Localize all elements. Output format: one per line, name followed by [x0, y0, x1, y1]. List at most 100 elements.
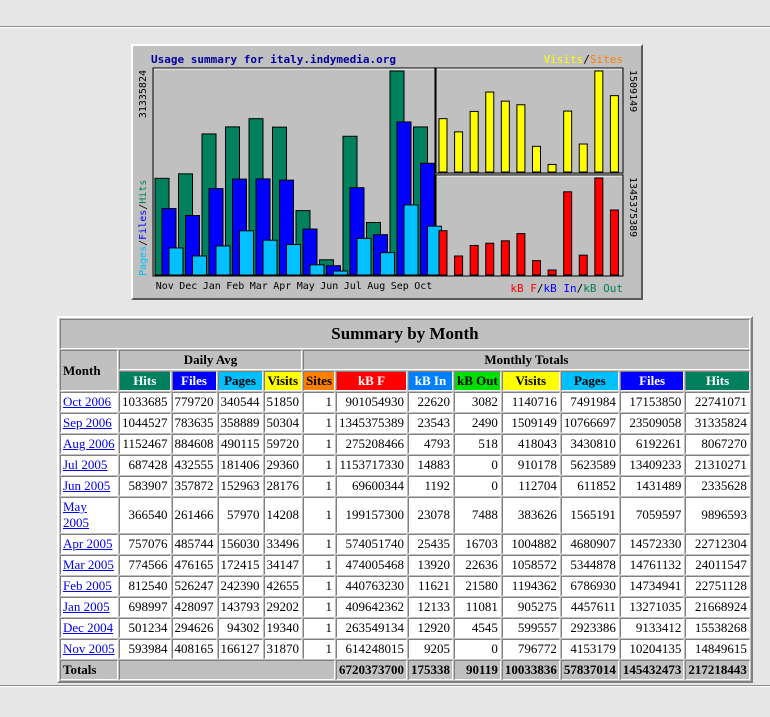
- daily-avg-header: Daily Avg: [119, 350, 302, 370]
- cell-d-visits: 33496: [263, 534, 302, 554]
- cell-visits: 418043: [501, 434, 560, 454]
- month-link[interactable]: Oct 2006: [63, 394, 112, 409]
- cell-visits: 1194362: [501, 576, 560, 596]
- month-cell: Jan 2005: [60, 597, 118, 617]
- cell-kbf: 614248015: [336, 639, 407, 659]
- cell-d-pages: 156030: [217, 534, 263, 554]
- cell-pages: 2923386: [560, 618, 619, 638]
- totals-blank: [119, 660, 335, 680]
- bottom-right-legend-part: kB F: [510, 282, 537, 295]
- bar-pages-aug: [380, 252, 395, 276]
- cell-d-hits: 812540: [119, 576, 171, 596]
- month-cell: Nov 2005: [60, 639, 118, 659]
- daily-col-hits: Hits: [119, 371, 171, 391]
- month-link[interactable]: Apr 2005: [63, 536, 113, 551]
- cell-kbout: 0: [454, 455, 501, 475]
- cell-d-visits: 31870: [263, 639, 302, 659]
- table-row: Jul 2005 687428 432555 181406 29360 1 11537173…: [60, 455, 750, 475]
- cell-sites: 1: [303, 413, 335, 433]
- monthly-col-kb-out: kB Out: [454, 371, 501, 391]
- cell-pages: 7491984: [560, 392, 619, 412]
- month-link[interactable]: Jan 2005: [63, 599, 110, 614]
- cell-d-pages: 152963: [217, 476, 263, 496]
- cell-visits: 112704: [501, 476, 560, 496]
- cell-d-visits: 51850: [263, 392, 302, 412]
- cell-d-visits: 19340: [263, 618, 302, 638]
- bar-visits-nov: [438, 118, 448, 173]
- bar-kbf-jun: [547, 269, 557, 276]
- cell-hits: 22751128: [685, 576, 750, 596]
- cell-kbin: 22620: [408, 392, 453, 412]
- month-link[interactable]: Mar 2005: [63, 557, 114, 572]
- chart-panel-frame: [435, 174, 624, 277]
- cell-sites: 1: [303, 476, 335, 496]
- cell-d-files: 261466: [171, 497, 217, 533]
- table-row: Nov 2005 593984 408165 166127 31870 1 61424801…: [60, 639, 750, 659]
- cell-hits: 24011547: [685, 555, 750, 575]
- cell-visits: 905275: [501, 597, 560, 617]
- month-link[interactable]: Jul 2005: [63, 457, 108, 472]
- month-link[interactable]: Nov 2005: [63, 641, 115, 656]
- cell-d-hits: 366540: [119, 497, 171, 533]
- cell-kbf: 69600344: [336, 476, 407, 496]
- bar-pages-jul: [356, 237, 372, 276]
- cell-kbout: 4545: [454, 618, 501, 638]
- cell-d-hits: 1152467: [119, 434, 171, 454]
- month-link[interactable]: Dec 2004: [63, 620, 114, 635]
- cell-hits: 31335824: [685, 413, 750, 433]
- cell-d-hits: 1044527: [119, 413, 171, 433]
- cell-pages: 1565191: [560, 497, 619, 533]
- cell-pages: 6786930: [560, 576, 619, 596]
- top-right-legend-part: /: [583, 53, 590, 66]
- daily-col-pages: Pages: [217, 371, 263, 391]
- monthly-totals-header: Monthly Totals: [303, 350, 750, 370]
- cell-d-pages: 358889: [217, 413, 263, 433]
- cell-d-pages: 181406: [217, 455, 263, 475]
- cell-files: 7059597: [619, 497, 685, 533]
- bar-kbf-aug: [578, 254, 588, 276]
- month-cell: Sep 2006: [60, 413, 118, 433]
- cell-d-visits: 14208: [263, 497, 302, 533]
- cell-pages: 5344878: [560, 555, 619, 575]
- total-pages: 57837014: [560, 660, 619, 680]
- month-link[interactable]: Aug 2006: [63, 436, 115, 451]
- cell-sites: 1: [303, 555, 335, 575]
- cell-files: 6192261: [619, 434, 685, 454]
- total-hits: 217218443: [685, 660, 750, 680]
- cell-kbout: 518: [454, 434, 501, 454]
- left-axis-title-part: /: [138, 204, 149, 210]
- bar-kbf-apr: [516, 233, 526, 276]
- cell-visits: 796772: [501, 639, 560, 659]
- cell-d-files: 294626: [171, 618, 217, 638]
- cell-d-pages: 57970: [217, 497, 263, 533]
- cell-visits: 1058572: [501, 555, 560, 575]
- daily-col-files: Files: [171, 371, 217, 391]
- cell-d-pages: 490115: [217, 434, 263, 454]
- cell-sites: 1: [303, 392, 335, 412]
- bar-kbf-may: [532, 260, 541, 276]
- month-link[interactable]: Feb 2005: [63, 578, 112, 593]
- bar-pages-jun: [333, 270, 348, 276]
- month-cell: May 2005: [60, 497, 118, 533]
- bottom-right-axis-max: 1345375389: [627, 177, 638, 237]
- cell-d-pages: 242390: [217, 576, 263, 596]
- month-link[interactable]: Jun 2005: [63, 478, 111, 493]
- cell-d-files: 884608: [171, 434, 217, 454]
- bar-visits-may: [532, 145, 541, 173]
- cell-kbout: 16703: [454, 534, 501, 554]
- cell-visits: 599557: [501, 618, 560, 638]
- table-row: Sep 2006 1044527 783635 358889 50304 1 1345375…: [60, 413, 750, 433]
- table-row: Mar 2005 774566 476165 172415 34147 1 47400546…: [60, 555, 750, 575]
- bar-kbf-dec: [454, 255, 464, 276]
- cell-d-hits: 593984: [119, 639, 171, 659]
- cell-files: 1431489: [619, 476, 685, 496]
- month-link[interactable]: Sep 2006: [63, 415, 112, 430]
- cell-kbf: 901054930: [336, 392, 407, 412]
- month-link[interactable]: May 2005: [63, 499, 89, 530]
- cell-d-visits: 34147: [263, 555, 302, 575]
- cell-d-files: 476165: [171, 555, 217, 575]
- cell-sites: 1: [303, 618, 335, 638]
- cell-files: 14734941: [619, 576, 685, 596]
- cell-d-pages: 143793: [217, 597, 263, 617]
- bottom-right-legend-part: kB In: [544, 282, 577, 295]
